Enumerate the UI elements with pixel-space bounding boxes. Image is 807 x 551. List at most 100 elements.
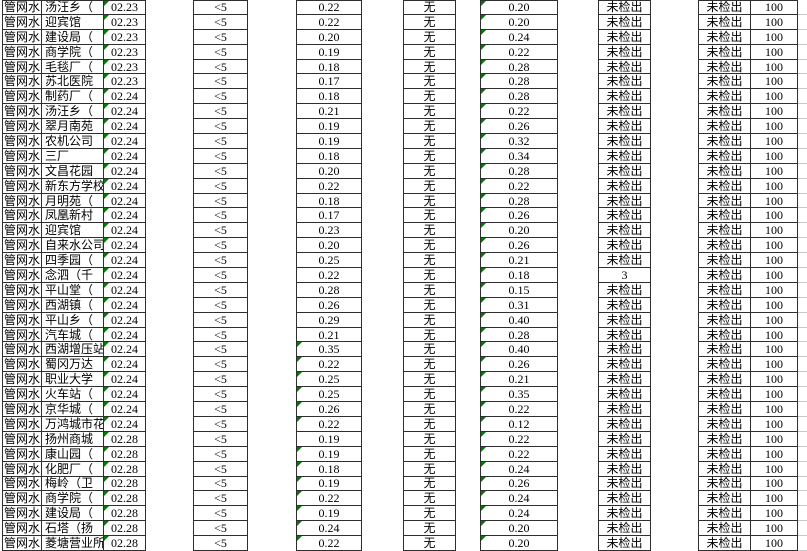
cell-category[interactable]: 管网水 <box>2 148 42 164</box>
cell-score[interactable]: 100 <box>750 491 798 507</box>
cell-date[interactable]: 02.24 <box>103 327 146 343</box>
cell-score[interactable]: 100 <box>750 0 798 15</box>
cell-value2[interactable]: 0.22 <box>480 446 558 462</box>
cell-value1[interactable]: 0.24 <box>296 521 362 537</box>
cell-category[interactable]: 管网水 <box>2 476 42 492</box>
cell-location[interactable]: 石塔（扬 <box>41 521 104 537</box>
cell-score[interactable]: 100 <box>750 357 798 373</box>
cell-result1[interactable]: 未检出 <box>598 14 651 30</box>
cell-result1[interactable]: 未检出 <box>598 461 651 477</box>
cell-value1[interactable]: 0.23 <box>296 223 362 239</box>
cell-result2[interactable]: 未检出 <box>698 327 751 343</box>
cell-location[interactable]: 商学院（ <box>41 44 104 60</box>
cell-category[interactable]: 管网水 <box>2 193 42 209</box>
cell-location[interactable]: 文昌花园 <box>41 163 104 179</box>
cell-category[interactable]: 管网水 <box>2 312 42 328</box>
cell-score[interactable]: 100 <box>750 14 798 30</box>
cell-none-marker[interactable]: 无 <box>403 387 456 403</box>
cell-location[interactable]: 火车站（ <box>41 387 104 403</box>
cell-date[interactable]: 02.28 <box>103 446 146 462</box>
cell-none-marker[interactable]: 无 <box>403 119 456 135</box>
cell-none-marker[interactable]: 无 <box>403 402 456 417</box>
cell-date[interactable]: 02.24 <box>103 193 146 209</box>
cell-category[interactable]: 管网水 <box>2 357 42 373</box>
cell-result1[interactable]: 未检出 <box>598 402 651 417</box>
cell-none-marker[interactable]: 无 <box>403 268 456 283</box>
cell-location[interactable]: 西湖增压站 <box>41 342 104 358</box>
cell-result2[interactable]: 未检出 <box>698 178 751 194</box>
cell-result1[interactable]: 未检出 <box>598 178 651 194</box>
cell-category[interactable]: 管网水 <box>2 416 42 432</box>
cell-result2[interactable]: 未检出 <box>698 387 751 403</box>
cell-category[interactable]: 管网水 <box>2 491 42 507</box>
cell-score[interactable]: 100 <box>750 59 798 75</box>
cell-value1[interactable]: 0.18 <box>296 148 362 164</box>
cell-date[interactable]: 02.24 <box>103 253 146 269</box>
cell-value2[interactable]: 0.24 <box>480 506 558 522</box>
cell-result2[interactable]: 未检出 <box>698 372 751 388</box>
cell-limit-value[interactable]: <5 <box>193 208 248 224</box>
cell-value2[interactable]: 0.20 <box>480 14 558 30</box>
cell-limit-value[interactable]: <5 <box>193 282 248 298</box>
cell-result1[interactable]: 未检出 <box>598 282 651 298</box>
cell-value2[interactable]: 0.26 <box>480 476 558 492</box>
cell-result2[interactable]: 未检出 <box>698 402 751 417</box>
cell-value2[interactable]: 0.24 <box>480 461 558 477</box>
cell-limit-value[interactable]: <5 <box>193 342 248 358</box>
cell-none-marker[interactable]: 无 <box>403 178 456 194</box>
cell-category[interactable]: 管网水 <box>2 119 42 135</box>
cell-limit-value[interactable]: <5 <box>193 268 248 283</box>
cell-score[interactable]: 100 <box>750 44 798 60</box>
cell-date[interactable]: 02.24 <box>103 178 146 194</box>
cell-date[interactable]: 02.28 <box>103 431 146 447</box>
cell-location[interactable]: 京华城（ <box>41 402 104 417</box>
cell-result2[interactable]: 未检出 <box>698 253 751 269</box>
cell-location[interactable]: 凤凰新村 <box>41 208 104 224</box>
cell-score[interactable]: 100 <box>750 253 798 269</box>
cell-result2[interactable]: 未检出 <box>698 193 751 209</box>
cell-location[interactable]: 汽车城（ <box>41 327 104 343</box>
cell-score[interactable]: 100 <box>750 223 798 239</box>
cell-none-marker[interactable]: 无 <box>403 521 456 537</box>
cell-result2[interactable]: 未检出 <box>698 491 751 507</box>
cell-value2[interactable]: 0.21 <box>480 253 558 269</box>
cell-value2[interactable]: 0.12 <box>480 416 558 432</box>
cell-limit-value[interactable]: <5 <box>193 223 248 239</box>
cell-value2[interactable]: 0.28 <box>480 59 558 75</box>
cell-limit-value[interactable]: <5 <box>193 193 248 209</box>
cell-date[interactable]: 02.23 <box>103 59 146 75</box>
cell-location[interactable]: 四季园（ <box>41 253 104 269</box>
cell-date[interactable]: 02.24 <box>103 297 146 313</box>
cell-limit-value[interactable]: <5 <box>193 253 248 269</box>
cell-category[interactable]: 管网水 <box>2 446 42 462</box>
cell-score[interactable]: 100 <box>750 461 798 477</box>
cell-value2[interactable]: 0.22 <box>480 402 558 417</box>
cell-date[interactable]: 02.23 <box>103 14 146 30</box>
cell-location[interactable]: 化肥厂（ <box>41 461 104 477</box>
cell-date[interactable]: 02.24 <box>103 104 146 120</box>
cell-date[interactable]: 02.23 <box>103 74 146 90</box>
cell-location[interactable]: 商学院（ <box>41 491 104 507</box>
cell-limit-value[interactable]: <5 <box>193 0 248 15</box>
cell-category[interactable]: 管网水 <box>2 521 42 537</box>
cell-value1[interactable]: 0.26 <box>296 297 362 313</box>
cell-value1[interactable]: 0.29 <box>296 312 362 328</box>
cell-none-marker[interactable]: 无 <box>403 59 456 75</box>
cell-limit-value[interactable]: <5 <box>193 416 248 432</box>
cell-limit-value[interactable]: <5 <box>193 134 248 149</box>
cell-limit-value[interactable]: <5 <box>193 312 248 328</box>
cell-result2[interactable]: 未检出 <box>698 521 751 537</box>
cell-score[interactable]: 100 <box>750 431 798 447</box>
cell-value1[interactable]: 0.35 <box>296 342 362 358</box>
cell-date[interactable]: 02.23 <box>103 29 146 45</box>
cell-score[interactable]: 100 <box>750 89 798 105</box>
cell-value1[interactable]: 0.18 <box>296 89 362 105</box>
cell-none-marker[interactable]: 无 <box>403 44 456 60</box>
cell-date[interactable]: 02.28 <box>103 536 146 551</box>
cell-date[interactable]: 02.24 <box>103 119 146 135</box>
cell-value1[interactable]: 0.22 <box>296 491 362 507</box>
cell-limit-value[interactable]: <5 <box>193 74 248 90</box>
cell-value2[interactable]: 0.26 <box>480 357 558 373</box>
cell-score[interactable]: 100 <box>750 402 798 417</box>
cell-score[interactable]: 100 <box>750 416 798 432</box>
